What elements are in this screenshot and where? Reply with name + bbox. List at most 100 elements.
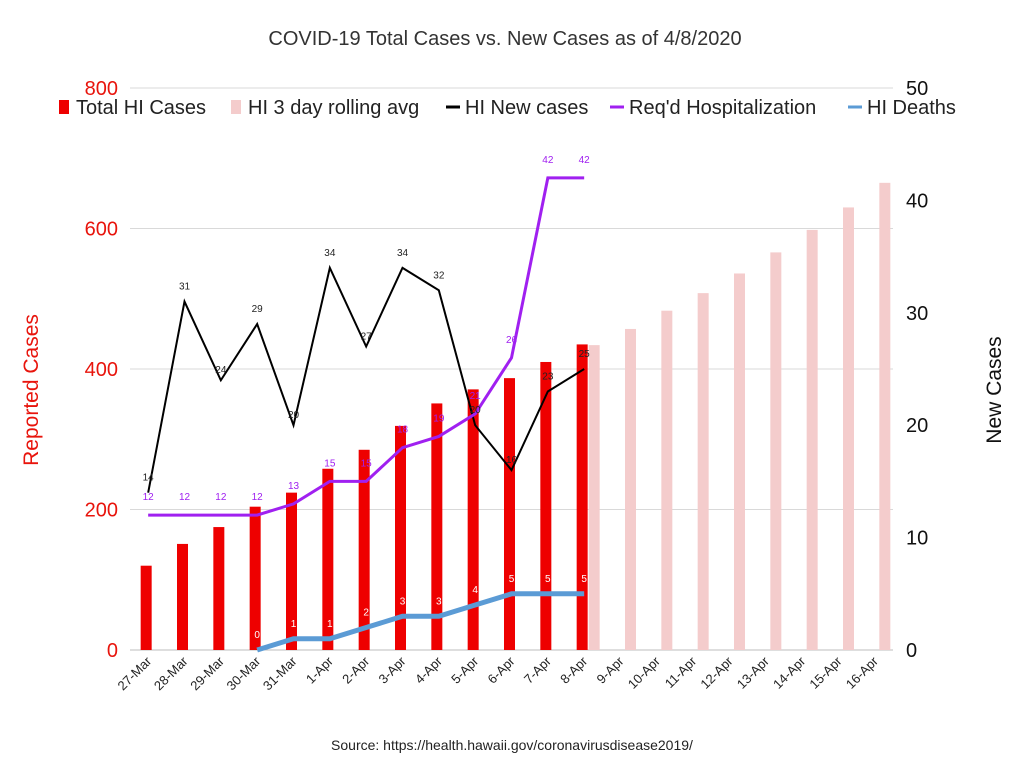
x-tick-label: 9-Apr [594, 653, 628, 687]
bar [249, 506, 261, 650]
series-line [256, 591, 585, 653]
bar [770, 252, 782, 650]
bar [697, 293, 709, 650]
data-label: 14 [143, 473, 155, 484]
x-tick-label: 13-Apr [734, 653, 773, 692]
x-tick-label: 14-Apr [770, 653, 809, 692]
data-label: 16 [506, 455, 518, 466]
legend-label: Total HI Cases [76, 97, 206, 119]
data-label: 34 [397, 248, 409, 259]
series-line [148, 176, 585, 517]
legend-label: HI New cases [465, 97, 588, 119]
bar [504, 378, 515, 650]
data-label: 1 [327, 619, 333, 630]
y-axis-left: 0 200 400 600 800 [85, 78, 118, 662]
x-tick-label: 27-Mar [115, 653, 155, 693]
data-label: 15 [324, 458, 336, 469]
data-label: 19 [433, 413, 445, 424]
legend: Total HI Cases HI 3 day rolling avg HI New… [59, 97, 956, 119]
y-right-tick-label: 20 [906, 415, 928, 437]
bar [431, 403, 443, 650]
legend-label: HI 3 day rolling avg [248, 97, 419, 119]
data-label: 2 [363, 608, 369, 619]
data-label: 13 [288, 481, 300, 492]
data-label: 25 [579, 349, 591, 360]
x-tick-label: 7-Apr [521, 653, 555, 687]
data-label: 4 [472, 585, 478, 596]
y-left-tick-label: 400 [85, 359, 118, 381]
y-right-tick-label: 10 [906, 528, 928, 550]
data-label: 5 [545, 574, 551, 585]
x-tick-label: 16-Apr [843, 653, 882, 692]
source-note: Source: https://health.hawaii.gov/corona… [331, 737, 693, 753]
x-tick-label: 31-Mar [260, 653, 300, 693]
y-left-tick-label: 600 [85, 219, 118, 241]
x-tick-label: 5-Apr [448, 653, 482, 687]
data-label: 12 [143, 492, 155, 503]
bar [588, 345, 600, 650]
bar [625, 328, 636, 650]
bar [213, 527, 225, 650]
x-tick-label: 12-Apr [697, 653, 736, 692]
data-label: 18 [397, 425, 409, 436]
data-label: 12 [252, 492, 264, 503]
data-label: 15 [361, 458, 373, 469]
lines [147, 176, 585, 653]
bar [734, 273, 745, 650]
bar [177, 543, 188, 650]
y-right-tick-label: 30 [906, 303, 928, 325]
data-label: 42 [542, 155, 554, 166]
legend-label: HI Deaths [867, 97, 956, 119]
bar [806, 229, 818, 650]
y-right-tick-label: 50 [906, 78, 928, 100]
data-label: 12 [179, 492, 191, 503]
x-tick-label: 2-Apr [339, 653, 373, 687]
x-tick-label: 6-Apr [485, 653, 519, 687]
data-label: 27 [361, 332, 373, 343]
data-label: 5 [509, 574, 515, 585]
data-label: 0 [254, 630, 260, 641]
x-tick-label: 29-Mar [187, 653, 227, 693]
x-tick-label: 1-Apr [303, 653, 337, 687]
x-tick-label: 15-Apr [806, 653, 845, 692]
legend-swatch [231, 100, 241, 114]
legend-label: Req'd Hospitalization [629, 97, 816, 119]
y-right-tick-label: 40 [906, 190, 928, 212]
x-tick-label: 28-Mar [151, 653, 191, 693]
data-label: 31 [179, 282, 191, 293]
data-label: 12 [215, 492, 227, 503]
x-tick-label: 30-Mar [224, 653, 264, 693]
y-axis-right-label: New Cases [983, 336, 1006, 443]
data-label: 42 [579, 155, 591, 166]
data-label: 21 [470, 391, 482, 402]
bar [322, 468, 334, 650]
data-label: 23 [542, 371, 554, 382]
x-tick-label: 4-Apr [412, 653, 446, 687]
y-left-tick-label: 200 [85, 500, 118, 522]
x-tick-label: 10-Apr [625, 653, 664, 692]
legend-swatch [59, 100, 69, 114]
data-label: 3 [400, 596, 406, 607]
bar [286, 492, 297, 650]
data-label: 26 [506, 335, 518, 346]
series-line [147, 264, 585, 493]
bar [140, 565, 152, 650]
y-axis-right: 0 10 20 30 40 50 [906, 78, 928, 662]
data-label: 3 [436, 596, 442, 607]
x-tick-label: 11-Apr [662, 653, 700, 691]
x-tick-label: 3-Apr [376, 653, 410, 687]
data-label: 29 [252, 304, 264, 315]
data-label: 24 [215, 365, 227, 376]
data-label: 20 [470, 405, 482, 416]
data-label: 20 [288, 410, 300, 421]
x-tick-label: 8-Apr [557, 653, 591, 687]
y-right-tick-label: 0 [906, 640, 917, 662]
data-label: 5 [581, 574, 587, 585]
bar [358, 449, 370, 650]
y-left-tick-label: 800 [85, 78, 118, 100]
data-label: 1 [291, 619, 297, 630]
y-left-tick-label: 0 [107, 640, 118, 662]
